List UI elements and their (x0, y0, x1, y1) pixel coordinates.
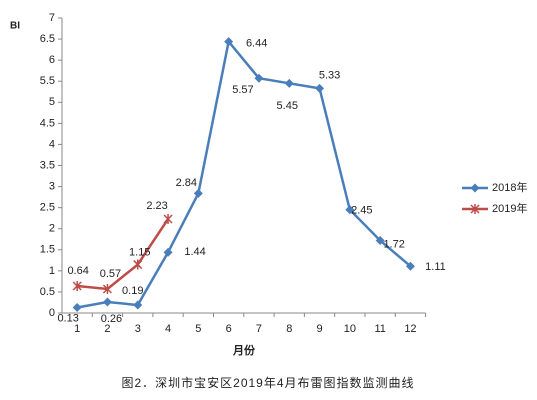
marker (405, 261, 415, 271)
data-label: 0.26 (101, 313, 122, 325)
marker (133, 259, 143, 270)
y-tick-label: 6 (49, 54, 55, 66)
y-tick-label: 3.5 (40, 159, 55, 171)
marker (72, 281, 82, 292)
x-tick-label: 10 (344, 323, 356, 335)
marker (102, 297, 112, 307)
marker (375, 236, 385, 246)
y-tick-label: 5.5 (40, 75, 55, 87)
y-tick-label: 2 (49, 223, 55, 235)
x-tick-label: 8 (286, 323, 292, 335)
legend-label: 2019年 (492, 201, 527, 215)
marker (345, 205, 355, 215)
marker (254, 73, 264, 83)
caption: 图2．深圳市宝安区2019年4月布雷图指数监测曲线 (121, 375, 414, 390)
x-tick-label: 1 (74, 323, 80, 335)
x-tick-label: 9 (316, 323, 322, 335)
marker (315, 83, 325, 93)
data-label: 1.44 (184, 246, 205, 258)
data-label: 6.44 (246, 38, 267, 50)
series-line (77, 218, 170, 291)
marker (284, 78, 294, 88)
x-tick-label: 12 (404, 323, 416, 335)
data-label: 0.64 (67, 265, 88, 277)
x-tick-label: 11 (374, 323, 385, 335)
data-label: 5.57 (232, 84, 253, 96)
legend-marker (470, 204, 480, 214)
marker (133, 300, 143, 310)
data-label: 1.11 (425, 261, 446, 273)
x-axis-label: 月份 (232, 343, 256, 357)
y-tick-label: 4 (49, 138, 55, 150)
data-label: 0.57 (100, 268, 121, 280)
x-tick-label: 4 (165, 323, 171, 335)
y-tick-label: 3 (49, 180, 55, 192)
data-label: 2.45 (351, 205, 372, 217)
marker (163, 247, 173, 257)
data-label: 0.19 (122, 285, 143, 297)
y-tick-label: 5 (49, 96, 55, 108)
legend-marker (470, 183, 480, 193)
y-tick-label: 0.5 (40, 286, 55, 298)
data-label: 5.45 (277, 100, 298, 112)
marker (163, 214, 173, 225)
x-tick-label: 5 (195, 323, 201, 335)
marker (193, 188, 203, 198)
x-tick-label: 6 (226, 323, 232, 335)
marker (224, 37, 234, 47)
y-tick-label: 1 (49, 265, 55, 277)
data-label: 5.33 (319, 69, 340, 81)
x-tick-label: 7 (256, 323, 262, 335)
y-tick-label: 6.5 (40, 33, 55, 45)
data-label: 2.23 (146, 200, 167, 212)
data-label: 1.15 (129, 246, 150, 258)
x-tick-label: 3 (135, 323, 141, 335)
data-label: 1.72 (383, 238, 404, 250)
y-tick-label: 1.5 (40, 244, 55, 256)
data-label: 2.84 (176, 177, 197, 189)
y-axis-label: BI (10, 21, 20, 32)
marker (102, 283, 112, 294)
x-tick-label: 2 (104, 323, 110, 335)
series-line (76, 38, 412, 309)
legend-label: 2018年 (492, 180, 527, 194)
y-tick-label: 2.5 (40, 202, 55, 214)
y-tick-label: 0 (49, 307, 55, 319)
y-tick-label: 4.5 (40, 117, 55, 129)
marker (72, 303, 82, 313)
data-label: 0.13 (57, 312, 78, 324)
y-tick-label: 7 (49, 12, 55, 24)
